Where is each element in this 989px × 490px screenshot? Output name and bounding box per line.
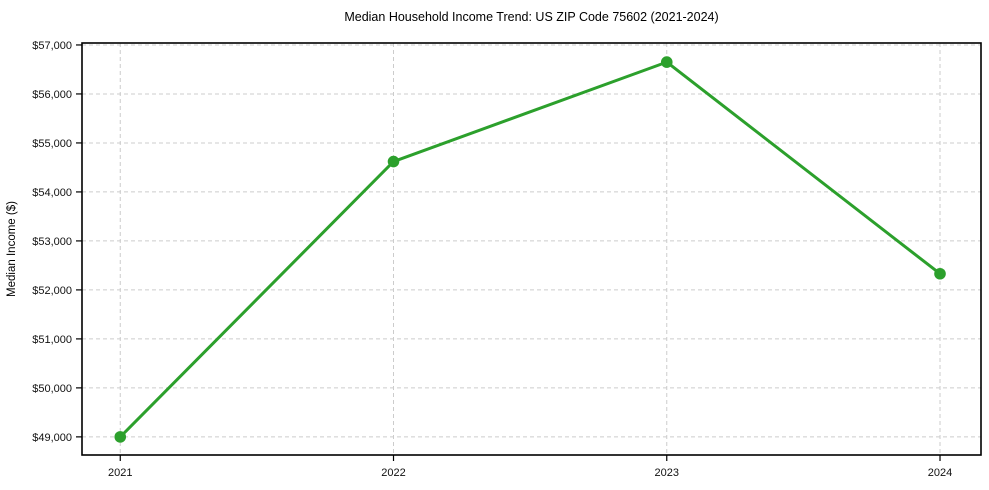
x-tick-label: 2021 — [108, 467, 132, 479]
y-tick-label: $51,000 — [32, 334, 72, 346]
x-tick-label: 2023 — [655, 467, 679, 479]
data-point-2024 — [934, 267, 946, 280]
chart-title: Median Household Income Trend: US ZIP Co… — [344, 10, 719, 24]
trend-line — [118, 60, 942, 439]
y-tick-label: $53,000 — [32, 236, 72, 248]
y-tick-label: $54,000 — [32, 187, 72, 199]
y-tick-label: $55,000 — [32, 138, 72, 150]
y-tick-label: $56,000 — [32, 89, 72, 101]
y-axis-label: Median Income ($) — [6, 201, 18, 297]
x-tick-label: 2022 — [381, 467, 405, 479]
data-point-2021 — [114, 431, 127, 443]
x-tick-label: 2024 — [928, 467, 952, 479]
data-point-2023 — [660, 56, 673, 68]
y-tick-label: $50,000 — [32, 383, 72, 395]
y-tick-label: $52,000 — [32, 285, 72, 297]
y-tick-label: $49,000 — [32, 432, 72, 444]
data-point-2022 — [387, 155, 400, 168]
plot-border — [81, 42, 982, 456]
y-tick-label: $57,000 — [32, 40, 72, 52]
